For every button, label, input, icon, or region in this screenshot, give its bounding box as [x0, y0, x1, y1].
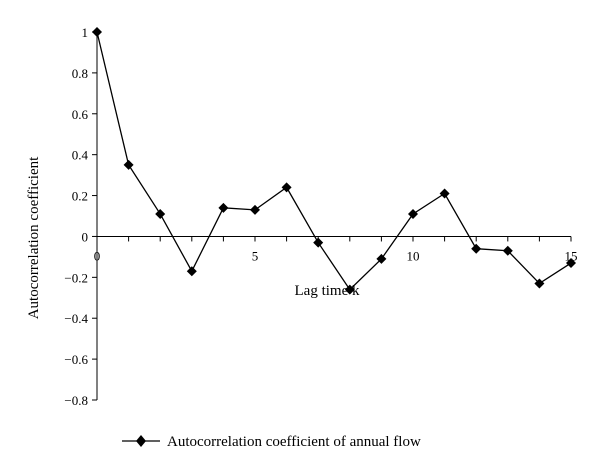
- data-point: [186, 266, 197, 277]
- data-point: [281, 182, 292, 193]
- legend-marker: [136, 435, 146, 447]
- y-tick-label: 0.4: [72, 148, 89, 163]
- y-tick-label: −0.6: [64, 352, 88, 367]
- data-point: [439, 188, 450, 199]
- data-point: [566, 258, 576, 269]
- y-tick-label: 0.6: [72, 107, 89, 122]
- axes: 1 0.8 0.6 0.4 0.2 0 −0.2 −0.4 −0.6 −0.8 0 5 10 15: [64, 25, 577, 408]
- y-tick-label: 1: [82, 25, 89, 40]
- y-tick-label: 0: [82, 229, 89, 244]
- legend-label: Autocorrelation coefficient of annual fl…: [167, 434, 421, 450]
- legend: Autocorrelation coefficient of annual fl…: [122, 434, 421, 450]
- y-tick-label: 0.2: [72, 189, 88, 204]
- y-axis-title: Autocorrelation coefficient: [26, 156, 42, 319]
- data-point: [123, 159, 134, 170]
- data-point: [218, 202, 229, 213]
- y-tick-label: −0.8: [64, 393, 88, 408]
- y-tick-label: −0.2: [64, 270, 88, 285]
- data-point: [376, 253, 387, 264]
- data-point: [534, 278, 545, 289]
- x-tick-label: 0: [94, 248, 101, 263]
- x-tick-label: 10: [407, 248, 420, 263]
- series-line: [96, 31, 572, 291]
- data-point: [155, 208, 166, 219]
- y-tick-label: −0.4: [64, 311, 88, 326]
- data-point: [250, 204, 260, 215]
- series-group: [92, 27, 576, 295]
- data-point: [92, 27, 102, 37]
- data-point: [502, 245, 513, 256]
- data-point: [344, 284, 355, 295]
- y-tick-label: 0.8: [72, 66, 88, 81]
- data-point: [408, 208, 418, 219]
- data-point: [313, 237, 324, 248]
- data-point: [471, 243, 482, 254]
- x-tick-label: 15: [565, 248, 578, 263]
- x-axis-title: Lag time k: [295, 283, 360, 299]
- x-tick-label: 5: [252, 248, 259, 263]
